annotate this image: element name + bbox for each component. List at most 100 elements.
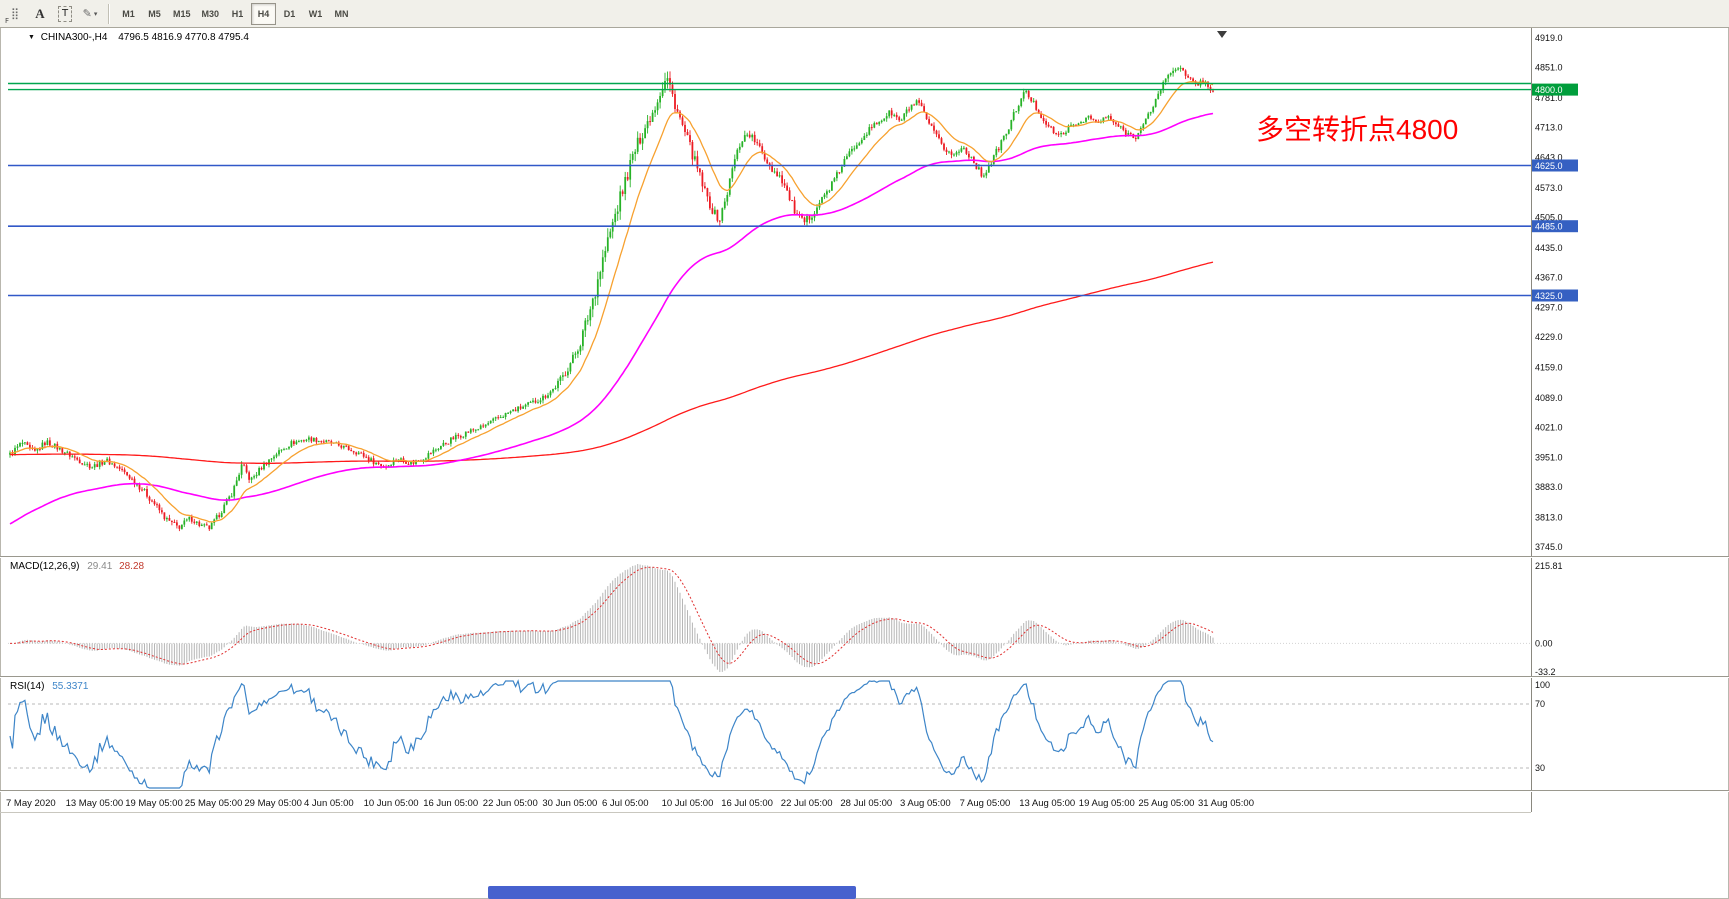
macd-axis-zero: 0.00 xyxy=(1535,638,1553,648)
price-level-badge xyxy=(1532,220,1578,233)
macd-signal-line xyxy=(10,566,1214,665)
time-tick-label: 13 May 05:00 xyxy=(66,798,124,809)
timeframe-group: M1 M5 M15 M30 H1 H4 D1 W1 MN xyxy=(116,2,354,25)
time-tick-label: 3 Aug 05:00 xyxy=(900,798,951,809)
price-level-badge xyxy=(1532,289,1578,302)
macd-label: MACD(12,26,9) 29.41 28.28 xyxy=(10,561,144,572)
time-tick-label: 16 Jun 05:00 xyxy=(423,798,478,809)
price-tick-label: 4297.0 xyxy=(1535,303,1563,313)
timeframe-button-M1[interactable]: M1 xyxy=(116,3,141,25)
ma-slow-line xyxy=(10,261,1214,464)
timeframe-button-H4[interactable]: H4 xyxy=(251,2,277,25)
rsi-axis-upper: 70 xyxy=(1535,699,1545,709)
timeframe-button-W1[interactable]: W1 xyxy=(303,3,328,25)
rsi-axis-max: 100 xyxy=(1535,680,1550,690)
rsi-panel-area[interactable] xyxy=(8,678,1531,790)
rsi-axis-lower: 30 xyxy=(1535,763,1545,773)
time-tick-label: 7 Aug 05:00 xyxy=(960,798,1011,809)
price-tick-label: 4021.0 xyxy=(1535,422,1563,432)
time-tick-label: 19 May 05:00 xyxy=(125,798,183,809)
price-tick-label: 4229.0 xyxy=(1535,332,1563,342)
time-tick-label: 7 May 2020 xyxy=(6,798,56,809)
price-badge-label: 4485.0 xyxy=(1535,222,1563,232)
time-tick-label: 25 Aug 05:00 xyxy=(1138,798,1194,809)
macd-axis-max: 215.81 xyxy=(1535,561,1563,571)
time-tick-label: 22 Jul 05:00 xyxy=(781,798,833,809)
panel-hit-areas xyxy=(0,28,1729,812)
time-tick-label: 13 Aug 05:00 xyxy=(1019,798,1075,809)
top-toolbar: ⣿ F A T ✎ ▾ M1 M5 M15 M30 H1 H4 D1 W1 MN xyxy=(0,0,1729,28)
rsi-indicator: 100 70 30 xyxy=(8,679,1550,789)
price-tick-label: 4089.0 xyxy=(1535,393,1563,403)
price-tick-label: 4643.0 xyxy=(1535,153,1563,163)
price-tick-label: 4851.0 xyxy=(1535,63,1563,73)
symbol-dropdown-icon: ▼ xyxy=(28,34,35,41)
price-tick-label: 4781.0 xyxy=(1535,93,1563,103)
panel-dividers[interactable] xyxy=(0,556,1729,813)
rsi-name: RSI(14) xyxy=(10,681,45,692)
price-axis[interactable] xyxy=(1531,28,1729,812)
rsi-value: 55.3371 xyxy=(52,681,89,692)
price-level-badge xyxy=(1532,159,1578,172)
price-tick-label: 4367.0 xyxy=(1535,272,1563,282)
macd-main-value: 29.41 xyxy=(87,561,113,572)
price-tick-label: 4159.0 xyxy=(1535,363,1563,373)
time-tick-label: 31 Aug 05:00 xyxy=(1198,798,1254,809)
price-tick-label: 3813.0 xyxy=(1535,513,1563,523)
time-tick-label: 22 Jun 05:00 xyxy=(483,798,538,809)
grid-sub-label: F xyxy=(5,16,10,25)
price-tick-label: 4505.0 xyxy=(1535,213,1563,223)
time-tick-label: 25 May 05:00 xyxy=(185,798,243,809)
chevron-down-icon: ▾ xyxy=(93,9,98,18)
chart-annotation-text[interactable]: 多空转折点4800 xyxy=(1256,114,1459,145)
moving-averages xyxy=(9,81,1214,525)
time-tick-label: 10 Jul 05:00 xyxy=(662,798,714,809)
time-tick-label: 6 Jul 05:00 xyxy=(602,798,648,809)
timeframe-button-MN[interactable]: MN xyxy=(329,3,354,25)
price-tick-label: 3951.0 xyxy=(1535,453,1563,463)
price-axis-labels: 4919.0 4851.0 4781.0 4713.0 4643.0 4573.0 4505… xyxy=(1531,28,1578,812)
macd-histogram: 215.81 0.00 -33.2 xyxy=(8,561,1563,677)
pencil-icon: ✎ xyxy=(82,7,92,20)
price-tick-label: 3745.0 xyxy=(1535,542,1563,552)
symbol-name: CHINA300-,H4 xyxy=(40,32,108,43)
grid-glyph: ⣿ xyxy=(10,7,20,20)
timeframe-button-D1[interactable]: D1 xyxy=(277,3,302,25)
price-tick-label: 3883.0 xyxy=(1535,482,1563,492)
candlestick-series xyxy=(9,65,1214,532)
price-tick-label: 4435.0 xyxy=(1535,243,1563,253)
price-badge-label: 4625.0 xyxy=(1535,161,1563,171)
chart-shift-marker-icon[interactable] xyxy=(1217,31,1227,38)
ma-mid-line xyxy=(9,112,1214,525)
toolbar-separator xyxy=(108,3,110,24)
time-tick-label: 29 May 05:00 xyxy=(244,798,302,809)
macd-signal-value: 28.28 xyxy=(119,561,145,572)
text-box-tool-button[interactable]: T xyxy=(53,2,77,26)
timeframe-button-M15[interactable]: M15 xyxy=(168,3,196,25)
timeframe-button-M30[interactable]: M30 xyxy=(197,3,225,25)
time-tick-label: 19 Aug 05:00 xyxy=(1079,798,1135,809)
time-tick-label: 28 Jul 05:00 xyxy=(840,798,892,809)
price-tick-label: 4919.0 xyxy=(1535,33,1563,43)
macd-name: MACD(12,26,9) xyxy=(10,561,80,572)
ma-fast-line xyxy=(9,81,1214,523)
macd-panel-area[interactable] xyxy=(8,558,1531,676)
horizontal-level-lines[interactable] xyxy=(8,82,1531,297)
time-tick-label: 30 Jun 05:00 xyxy=(542,798,597,809)
drawing-tools-button[interactable]: ✎ ▾ xyxy=(78,2,102,26)
time-tick-label: 16 Jul 05:00 xyxy=(721,798,773,809)
price-tick-label: 4573.0 xyxy=(1535,183,1563,193)
ohlc-values: 4796.5 4816.9 4770.8 4795.4 xyxy=(118,32,249,43)
text-label-glyph: A xyxy=(35,5,45,21)
rsi-line xyxy=(9,679,1214,789)
price-badge-label: 4800.0 xyxy=(1535,85,1563,95)
timeframe-button-M5[interactable]: M5 xyxy=(142,3,167,25)
symbol-ohlc-header: ▼ CHINA300-,H4 4796.5 4816.9 4770.8 4795… xyxy=(28,32,249,43)
timeframe-button-H1[interactable]: H1 xyxy=(225,3,250,25)
taskbar-segment[interactable] xyxy=(488,886,856,899)
docking-grid-icon[interactable]: ⣿ F xyxy=(3,2,27,26)
text-label-tool-button[interactable]: A xyxy=(28,2,52,26)
time-tick-label: 10 Jun 05:00 xyxy=(364,798,419,809)
time-axis-labels: 7 May 2020 13 May 05:00 19 May 05:00 25 May… xyxy=(6,798,1254,809)
